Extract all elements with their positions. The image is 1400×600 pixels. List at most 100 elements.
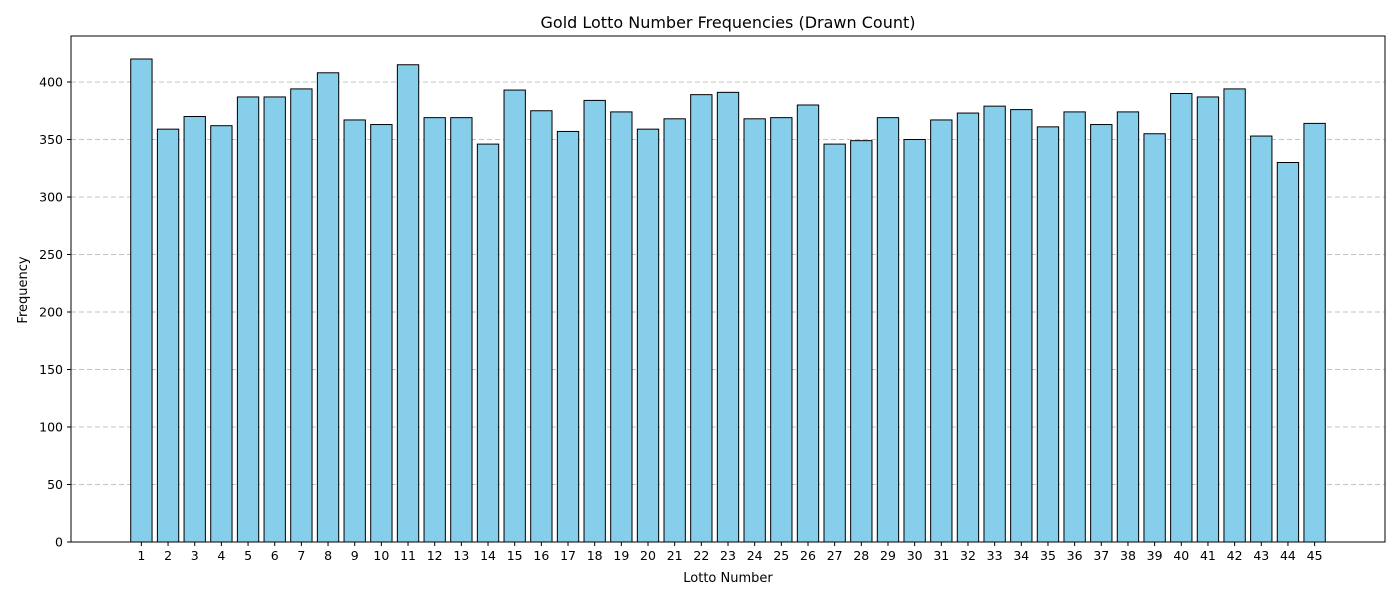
y-tick-label: 300 xyxy=(39,190,63,205)
bar-12 xyxy=(423,117,446,543)
y-axis-ticks: 0 50 100 150 200 250 300 350 400 xyxy=(39,75,71,550)
bar-10 xyxy=(370,124,393,543)
bar-36 xyxy=(1063,111,1086,543)
y-tick-label: 50 xyxy=(47,477,63,492)
bar-28 xyxy=(850,140,873,543)
x-tick-label: 30 xyxy=(907,548,923,563)
bar-20 xyxy=(636,128,660,543)
x-tick-label: 19 xyxy=(613,548,629,563)
x-tick-label: 5 xyxy=(244,548,252,563)
y-tick-label: 250 xyxy=(39,247,63,262)
x-tick-label: 37 xyxy=(1093,548,1109,563)
bar-27 xyxy=(823,143,846,543)
x-tick-label: 44 xyxy=(1280,548,1296,563)
y-tick-label: 350 xyxy=(39,132,63,147)
bar-7 xyxy=(290,88,313,543)
x-tick-label: 18 xyxy=(587,548,603,563)
bar-4 xyxy=(210,125,233,543)
bar-1 xyxy=(130,58,153,543)
bar-25 xyxy=(770,117,793,543)
bar-21 xyxy=(663,118,686,543)
x-tick-label: 21 xyxy=(667,548,683,563)
bar-11 xyxy=(396,64,420,543)
x-tick-label: 40 xyxy=(1173,548,1189,563)
x-tick-label: 22 xyxy=(693,548,709,563)
x-tick-label: 43 xyxy=(1253,548,1269,563)
x-tick-label: 10 xyxy=(373,548,389,563)
x-tick-label: 42 xyxy=(1227,548,1243,563)
x-tick-label: 14 xyxy=(480,548,496,563)
bar-32 xyxy=(956,112,980,543)
x-tick-label: 2 xyxy=(164,548,172,563)
bar-38 xyxy=(1116,111,1140,543)
bar-13 xyxy=(450,117,473,543)
x-tick-label: 3 xyxy=(191,548,199,563)
bar-17 xyxy=(556,130,580,543)
bar-19 xyxy=(610,111,633,543)
x-tick-label: 6 xyxy=(271,548,279,563)
x-tick-label: 13 xyxy=(453,548,469,563)
x-tick-label: 4 xyxy=(217,548,225,563)
x-tick-label: 31 xyxy=(933,548,949,563)
bar-14 xyxy=(476,143,500,543)
x-tick-label: 38 xyxy=(1120,548,1136,563)
bar-24 xyxy=(743,118,766,543)
x-tick-label: 8 xyxy=(324,548,332,563)
x-tick-label: 23 xyxy=(720,548,736,563)
bar-26 xyxy=(796,104,820,543)
bar-34 xyxy=(1010,109,1033,543)
x-tick-label: 36 xyxy=(1067,548,1083,563)
x-tick-label: 34 xyxy=(1013,548,1029,563)
bar-5 xyxy=(236,96,260,543)
x-tick-label: 28 xyxy=(853,548,869,563)
x-tick-label: 32 xyxy=(960,548,976,563)
bar-6 xyxy=(263,96,286,543)
x-axis-ticks: 1 2 3 4 5 6 7 8 9 10 11 12 13 14 15 16 17 18 19 20 21 22 23 24 2… xyxy=(137,542,1323,563)
bar-42 xyxy=(1223,88,1246,543)
x-tick-label: 11 xyxy=(400,548,416,563)
bar-16 xyxy=(530,110,553,543)
bar-41 xyxy=(1196,96,1220,543)
x-tick-label: 25 xyxy=(773,548,789,563)
bar-15 xyxy=(503,89,526,543)
x-tick-label: 41 xyxy=(1200,548,1216,563)
x-tick-label: 29 xyxy=(880,548,896,563)
bar-43 xyxy=(1250,135,1273,543)
bar-30 xyxy=(903,139,926,543)
x-tick-label: 12 xyxy=(427,548,443,563)
x-tick-label: 26 xyxy=(800,548,816,563)
x-tick-label: 16 xyxy=(533,548,549,563)
x-tick-label: 17 xyxy=(560,548,576,563)
bar-3 xyxy=(183,116,206,543)
bar-45 xyxy=(1303,122,1326,543)
bar-29 xyxy=(876,117,900,543)
y-tick-label: 100 xyxy=(39,420,63,435)
x-tick-label: 33 xyxy=(987,548,1003,563)
y-tick-label: 150 xyxy=(39,362,63,377)
x-tick-label: 27 xyxy=(827,548,843,563)
x-tick-label: 15 xyxy=(507,548,523,563)
x-tick-label: 20 xyxy=(640,548,656,563)
x-tick-label: 39 xyxy=(1147,548,1163,563)
bar-23 xyxy=(716,91,740,543)
x-tick-label: 7 xyxy=(297,548,305,563)
bar-31 xyxy=(930,119,953,543)
y-tick-label: 400 xyxy=(39,75,63,90)
bar-9 xyxy=(343,119,366,543)
x-tick-label: 24 xyxy=(747,548,763,563)
x-tick-label: 45 xyxy=(1307,548,1323,563)
x-tick-label: 9 xyxy=(351,548,359,563)
y-axis-label: Frequency xyxy=(16,256,31,323)
bar-33 xyxy=(983,105,1006,543)
bar-8 xyxy=(316,72,340,543)
bar-39 xyxy=(1143,133,1166,543)
chart-title: Gold Lotto Number Frequencies (Drawn Cou… xyxy=(541,13,916,32)
y-tick-label: 0 xyxy=(55,535,63,550)
bar-2 xyxy=(156,128,180,543)
bar-40 xyxy=(1170,93,1193,543)
bar-37 xyxy=(1090,124,1113,543)
x-axis-label: Lotto Number xyxy=(683,571,773,586)
bar-35 xyxy=(1036,126,1060,543)
x-tick-label: 1 xyxy=(137,548,145,563)
